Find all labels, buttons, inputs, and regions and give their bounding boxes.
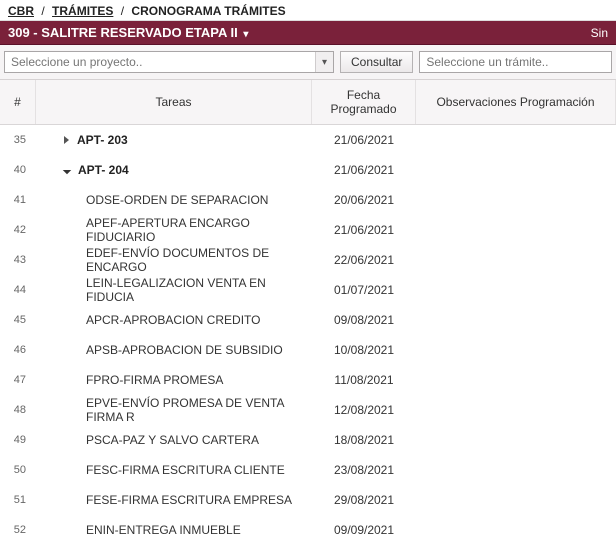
table-row[interactable]: 52ENIN-ENTREGA INMUEBLE09/09/2021 xyxy=(0,515,616,545)
toolbar: ▾ Consultar xyxy=(0,45,616,80)
row-task: EDEF-ENVÍO DOCUMENTOS DE ENCARGO xyxy=(36,245,312,275)
project-title: 309 - SALITRE RESERVADO ETAPA II xyxy=(8,25,238,40)
row-date: 21/06/2021 xyxy=(312,215,416,245)
row-date: 20/06/2021 xyxy=(312,185,416,215)
row-date: 09/08/2021 xyxy=(312,305,416,335)
chevron-down-icon[interactable] xyxy=(63,166,71,174)
table-row[interactable]: 42APEF-APERTURA ENCARGO FIDUCIARIO21/06/… xyxy=(0,215,616,245)
row-task: ODSE-ORDEN DE SEPARACION xyxy=(36,185,312,215)
table-row[interactable]: 44LEIN-LEGALIZACION VENTA EN FIDUCIA01/0… xyxy=(0,275,616,305)
breadcrumb: CBR / TRÁMITES / CRONOGRAMA TRÁMITES xyxy=(0,0,616,21)
row-date: 22/06/2021 xyxy=(312,245,416,275)
row-number: 50 xyxy=(0,455,36,485)
breadcrumb-mid[interactable]: TRÁMITES xyxy=(52,4,113,18)
col-num[interactable]: # xyxy=(0,80,36,124)
grid-header: # Tareas Fecha Programado Observaciones … xyxy=(0,80,616,125)
row-date: 21/06/2021 xyxy=(312,155,416,185)
row-obs xyxy=(416,365,616,395)
tramite-input[interactable] xyxy=(420,52,611,72)
col-tareas[interactable]: Tareas xyxy=(36,80,312,124)
table-row[interactable]: 49PSCA-PAZ Y SALVO CARTERA18/08/2021 xyxy=(0,425,616,455)
row-task: APT- 204 xyxy=(36,155,312,185)
row-task: FESC-FIRMA ESCRITURA CLIENTE xyxy=(36,455,312,485)
row-obs xyxy=(416,485,616,515)
row-task: ENIN-ENTREGA INMUEBLE xyxy=(36,515,312,545)
row-number: 41 xyxy=(0,185,36,215)
row-obs xyxy=(416,155,616,185)
row-obs xyxy=(416,245,616,275)
row-number: 51 xyxy=(0,485,36,515)
row-obs xyxy=(416,185,616,215)
project-combo[interactable]: ▾ xyxy=(4,51,334,73)
row-number: 47 xyxy=(0,365,36,395)
row-obs xyxy=(416,425,616,455)
table-row[interactable]: 41ODSE-ORDEN DE SEPARACION20/06/2021 xyxy=(0,185,616,215)
row-date: 01/07/2021 xyxy=(312,275,416,305)
table-row[interactable]: 40APT- 20421/06/2021 xyxy=(0,155,616,185)
table-row[interactable]: 35APT- 20321/06/2021 xyxy=(0,125,616,155)
row-number: 46 xyxy=(0,335,36,365)
row-number: 45 xyxy=(0,305,36,335)
row-date: 10/08/2021 xyxy=(312,335,416,365)
row-date: 21/06/2021 xyxy=(312,125,416,155)
row-task: FPRO-FIRMA PROMESA xyxy=(36,365,312,395)
row-number: 42 xyxy=(0,215,36,245)
row-number: 43 xyxy=(0,245,36,275)
row-task: APT- 203 xyxy=(36,125,312,155)
table-row[interactable]: 46APSB-APROBACION DE SUBSIDIO10/08/2021 xyxy=(0,335,616,365)
row-date: 23/08/2021 xyxy=(312,455,416,485)
row-task: APEF-APERTURA ENCARGO FIDUCIARIO xyxy=(36,215,312,245)
row-number: 44 xyxy=(0,275,36,305)
chevron-down-icon: ▾ xyxy=(243,29,248,40)
table-row[interactable]: 47FPRO-FIRMA PROMESA11/08/2021 xyxy=(0,365,616,395)
table-row[interactable]: 45APCR-APROBACION CREDITO09/08/2021 xyxy=(0,305,616,335)
row-number: 52 xyxy=(0,515,36,545)
chevron-down-icon[interactable]: ▾ xyxy=(315,52,333,72)
row-date: 11/08/2021 xyxy=(312,365,416,395)
row-obs xyxy=(416,335,616,365)
table-row[interactable]: 50FESC-FIRMA ESCRITURA CLIENTE23/08/2021 xyxy=(0,455,616,485)
chevron-right-icon[interactable] xyxy=(64,136,69,144)
row-task: FESE-FIRMA ESCRITURA EMPRESA xyxy=(36,485,312,515)
row-task: LEIN-LEGALIZACION VENTA EN FIDUCIA xyxy=(36,275,312,305)
row-task: EPVE-ENVÍO PROMESA DE VENTA FIRMA R xyxy=(36,395,312,425)
col-fecha[interactable]: Fecha Programado xyxy=(312,80,416,124)
row-obs xyxy=(416,215,616,245)
project-bar-right[interactable]: Sin xyxy=(591,26,608,40)
breadcrumb-leaf: CRONOGRAMA TRÁMITES xyxy=(131,4,285,18)
col-obs[interactable]: Observaciones Programación xyxy=(416,80,616,124)
row-obs xyxy=(416,515,616,545)
project-bar[interactable]: 309 - SALITRE RESERVADO ETAPA II ▾ Sin xyxy=(0,21,616,45)
row-obs xyxy=(416,455,616,485)
row-date: 09/09/2021 xyxy=(312,515,416,545)
table-row[interactable]: 48EPVE-ENVÍO PROMESA DE VENTA FIRMA R12/… xyxy=(0,395,616,425)
row-date: 29/08/2021 xyxy=(312,485,416,515)
row-obs xyxy=(416,305,616,335)
breadcrumb-root[interactable]: CBR xyxy=(8,4,34,18)
table-row[interactable]: 43EDEF-ENVÍO DOCUMENTOS DE ENCARGO22/06/… xyxy=(0,245,616,275)
consultar-button[interactable]: Consultar xyxy=(340,51,413,73)
row-number: 49 xyxy=(0,425,36,455)
grid-body: 35APT- 20321/06/202140APT- 20421/06/2021… xyxy=(0,125,616,545)
row-number: 48 xyxy=(0,395,36,425)
row-number: 35 xyxy=(0,125,36,155)
row-number: 40 xyxy=(0,155,36,185)
row-task: APCR-APROBACION CREDITO xyxy=(36,305,312,335)
row-obs xyxy=(416,125,616,155)
tramite-combo[interactable] xyxy=(419,51,612,73)
project-input[interactable] xyxy=(5,52,315,72)
table-row[interactable]: 51FESE-FIRMA ESCRITURA EMPRESA29/08/2021 xyxy=(0,485,616,515)
row-date: 12/08/2021 xyxy=(312,395,416,425)
row-date: 18/08/2021 xyxy=(312,425,416,455)
row-obs xyxy=(416,395,616,425)
row-task: PSCA-PAZ Y SALVO CARTERA xyxy=(36,425,312,455)
row-task: APSB-APROBACION DE SUBSIDIO xyxy=(36,335,312,365)
row-obs xyxy=(416,275,616,305)
